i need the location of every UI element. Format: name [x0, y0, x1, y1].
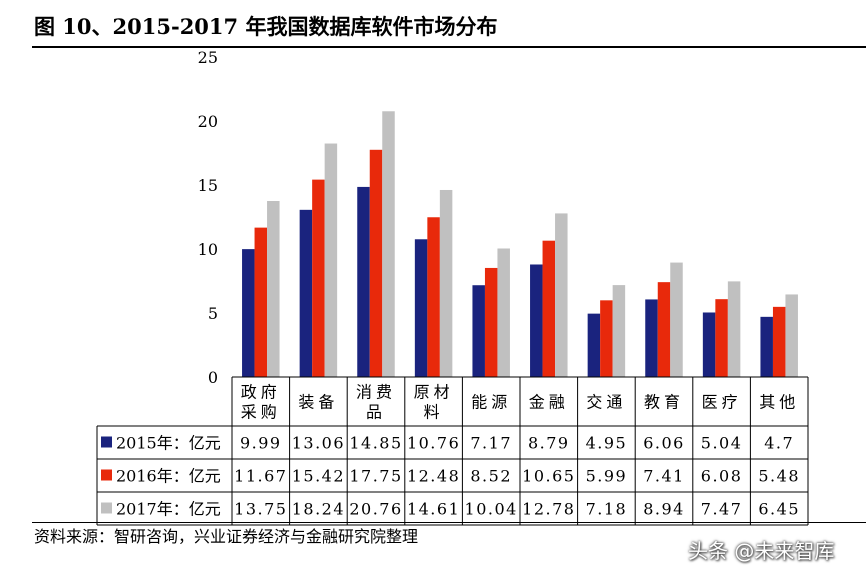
table-value: 7.17 — [470, 434, 512, 453]
bar — [612, 285, 626, 377]
y-tick-label: 0 — [208, 368, 218, 387]
table-value: 6.06 — [643, 434, 685, 453]
figure-title: 图 10、2015-2017 年我国数据库软件市场分布 — [34, 14, 498, 39]
table-value: 15.42 — [292, 467, 345, 486]
table-value: 14.85 — [349, 434, 402, 453]
table-value: 14.61 — [407, 500, 460, 519]
bar — [497, 248, 510, 377]
legend-label: 2017年：亿元 — [116, 500, 221, 519]
table-value: 7.41 — [643, 467, 685, 486]
bar — [702, 312, 716, 377]
bar — [357, 186, 370, 377]
table-value: 8.52 — [470, 467, 512, 486]
table-value: 12.78 — [522, 500, 575, 519]
table-value: 5.48 — [758, 467, 800, 486]
table-value: 8.79 — [528, 434, 570, 453]
category-label: 原材 — [414, 383, 454, 402]
bar — [587, 313, 601, 377]
bar — [254, 227, 268, 377]
table-value: 13.75 — [234, 500, 287, 519]
bar — [657, 282, 671, 377]
bar — [555, 213, 568, 377]
bar — [785, 294, 798, 377]
bar — [267, 201, 280, 377]
table-value: 5.04 — [701, 434, 743, 453]
bar — [484, 267, 498, 377]
category-label: 能源 — [471, 393, 511, 412]
table-value: 13.06 — [292, 434, 345, 453]
y-tick-label: 10 — [198, 240, 218, 259]
bar — [369, 149, 383, 377]
category-label: 采购 — [241, 403, 281, 422]
bar — [530, 264, 543, 377]
y-tick-label: 20 — [198, 112, 218, 131]
table-value: 6.45 — [758, 500, 800, 519]
bar — [760, 316, 773, 377]
bar — [299, 209, 313, 377]
category-label: 消费 — [356, 383, 396, 402]
table-value: 18.24 — [292, 500, 345, 519]
bar — [472, 285, 485, 377]
category-label: 料 — [424, 403, 444, 422]
table-value: 10.04 — [465, 500, 518, 519]
table-value: 12.48 — [407, 467, 460, 486]
table-value: 8.94 — [643, 500, 685, 519]
table-value: 5.99 — [586, 467, 628, 486]
bar — [772, 306, 786, 377]
category-label: 交通 — [586, 393, 626, 412]
bar — [312, 179, 325, 377]
category-label: 政府 — [241, 383, 281, 402]
table-value: 7.18 — [586, 500, 628, 519]
table-value: 10.76 — [407, 434, 460, 453]
bar — [414, 239, 428, 377]
bar — [427, 217, 440, 377]
bar — [670, 262, 683, 377]
category-label: 其他 — [759, 393, 799, 412]
category-label: 教育 — [644, 393, 684, 412]
table-value: 4.95 — [586, 434, 628, 453]
category-label: 装备 — [298, 393, 338, 412]
source-note: 资料来源：智研咨询，兴业证券经济与金融研究院整理 — [34, 527, 419, 546]
table-value: 4.7 — [764, 434, 794, 453]
y-tick-label: 25 — [198, 48, 218, 67]
legend-swatch — [101, 436, 112, 448]
bar — [727, 281, 741, 377]
table-value: 7.47 — [701, 500, 743, 519]
legend-label: 2015年：亿元 — [116, 434, 221, 453]
table-value: 10.65 — [522, 467, 575, 486]
category-label: 医疗 — [702, 393, 742, 412]
bar — [715, 299, 728, 377]
table-value: 9.99 — [240, 434, 282, 453]
category-label: 品 — [366, 403, 386, 422]
source-rule — [32, 522, 866, 523]
table-value: 20.76 — [349, 500, 402, 519]
y-tick-label: 5 — [208, 304, 218, 323]
table-value: 17.75 — [349, 467, 402, 486]
bar — [324, 143, 338, 377]
bar — [439, 189, 453, 377]
legend-swatch — [101, 469, 112, 481]
bar — [645, 299, 658, 377]
title-rule — [32, 46, 866, 48]
watermark: 头条 @未来智库 — [688, 539, 835, 563]
legend-label: 2016年：亿元 — [116, 467, 221, 486]
bar — [600, 300, 613, 377]
table-value: 6.08 — [701, 467, 743, 486]
bar — [242, 249, 255, 377]
legend-swatch — [101, 502, 112, 514]
bar — [542, 240, 556, 377]
y-tick-label: 15 — [198, 176, 218, 195]
category-label: 金融 — [529, 393, 569, 412]
bar — [382, 111, 395, 377]
table-value: 11.67 — [234, 467, 287, 486]
